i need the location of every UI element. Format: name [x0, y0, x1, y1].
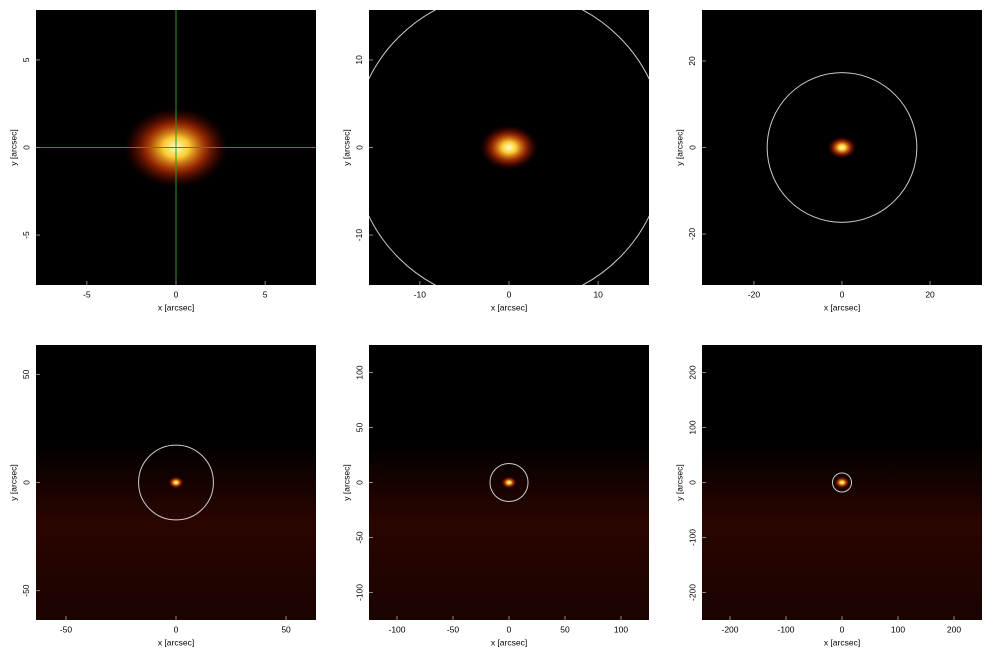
y-axis-label: y [arcsec]: [8, 464, 18, 500]
extraction-circle: [831, 472, 853, 493]
x-axis-label: x [arcsec]: [158, 302, 194, 312]
source-emission: [827, 136, 857, 159]
source-emission: [168, 476, 184, 489]
background-emission: [36, 442, 316, 620]
y-tick-label: 10: [354, 55, 364, 65]
y-tick-label: 0: [21, 145, 31, 150]
image-content: [36, 10, 316, 285]
y-tick-label: 0: [21, 480, 31, 485]
y-tick-label: -20: [687, 228, 697, 241]
y-tick-label: 5: [21, 57, 31, 62]
x-tick-label: 0: [507, 624, 512, 634]
x-tick-label: -10: [414, 289, 427, 299]
extraction-circle: [489, 462, 529, 503]
y-tick-label: 0: [687, 145, 697, 150]
y-tick-label: -200: [687, 584, 697, 601]
panel: -20 0 20 -20 0 20 x [arcsec] y [arcsec]: [674, 10, 982, 312]
x-tick-label: -20: [748, 289, 761, 299]
y-tick-label: 50: [21, 369, 31, 379]
y-axis-label: y [arcsec]: [341, 464, 351, 500]
x-tick-label: 50: [560, 624, 570, 634]
background-emission: [369, 442, 649, 620]
background-emission: [702, 442, 982, 620]
image-content: [702, 442, 982, 620]
x-tick-label: 200: [947, 624, 961, 634]
x-tick-label: -50: [447, 624, 460, 634]
panel: -50 0 50 -50 0 50 x [arcsec] y [arcsec]: [8, 345, 316, 647]
x-tick-label: -50: [60, 624, 73, 634]
panel: -10 0 10 -10 0 10 x [arcsec] y [arcsec]: [341, 10, 649, 312]
panel: -5 0 5 -5 0 5 x [arcsec] y [arcsec]: [8, 10, 316, 312]
image-content: [36, 442, 316, 620]
panel: -100 -50 0 50 100 -100 -50 0 50 100 x [arcsec] y [a…: [341, 345, 649, 647]
x-tick-label: 0: [507, 289, 512, 299]
y-tick-label: 0: [687, 480, 697, 485]
y-axis-label: y [arcsec]: [674, 129, 684, 165]
x-tick-label: -5: [83, 289, 91, 299]
x-axis-label: x [arcsec]: [824, 302, 860, 312]
image-content: [369, 442, 649, 620]
x-tick-label: 50: [281, 624, 291, 634]
y-tick-label: 50: [354, 423, 364, 433]
x-axis-label: x [arcsec]: [824, 637, 860, 647]
x-axis-label: x [arcsec]: [158, 637, 194, 647]
source-emission: [480, 125, 538, 170]
x-tick-label: 0: [840, 624, 845, 634]
x-tick-label: 0: [174, 289, 179, 299]
x-axis-label: x [arcsec]: [491, 637, 527, 647]
x-tick-label: 0: [840, 289, 845, 299]
x-tick-label: 0: [174, 624, 179, 634]
x-tick-label: -100: [777, 624, 794, 634]
x-tick-label: 100: [614, 624, 628, 634]
y-axis-label: y [arcsec]: [674, 464, 684, 500]
x-tick-label: 5: [263, 289, 268, 299]
y-tick-label: -100: [354, 584, 364, 601]
image-content: [369, 10, 649, 285]
x-axis-label: x [arcsec]: [491, 302, 527, 312]
y-tick-label: 20: [687, 56, 697, 66]
source-emission: [501, 476, 517, 489]
extraction-circle: [138, 444, 214, 521]
y-tick-label: -10: [354, 229, 364, 242]
panel: -200 -100 0 100 200 -200 -100 0 100 200 x [arcsec]…: [674, 345, 982, 647]
y-tick-label: 100: [687, 420, 697, 434]
x-tick-label: 100: [891, 624, 905, 634]
x-tick-label: 20: [925, 289, 935, 299]
extraction-circle: [766, 72, 918, 223]
y-tick-label: 100: [354, 365, 364, 379]
y-tick-label: 200: [687, 365, 697, 379]
y-axis-label: y [arcsec]: [8, 129, 18, 165]
y-axis-label: y [arcsec]: [341, 129, 351, 165]
y-tick-label: -50: [21, 584, 31, 597]
x-tick-label: -100: [388, 624, 405, 634]
x-tick-label: -200: [721, 624, 738, 634]
y-tick-label: -50: [354, 531, 364, 544]
source-emission: [834, 476, 850, 489]
y-tick-label: 0: [354, 145, 364, 150]
y-tick-label: 0: [354, 480, 364, 485]
y-tick-label: -5: [21, 231, 31, 239]
x-tick-label: 10: [593, 289, 603, 299]
y-tick-label: -100: [687, 529, 697, 546]
image-content: [766, 72, 918, 223]
